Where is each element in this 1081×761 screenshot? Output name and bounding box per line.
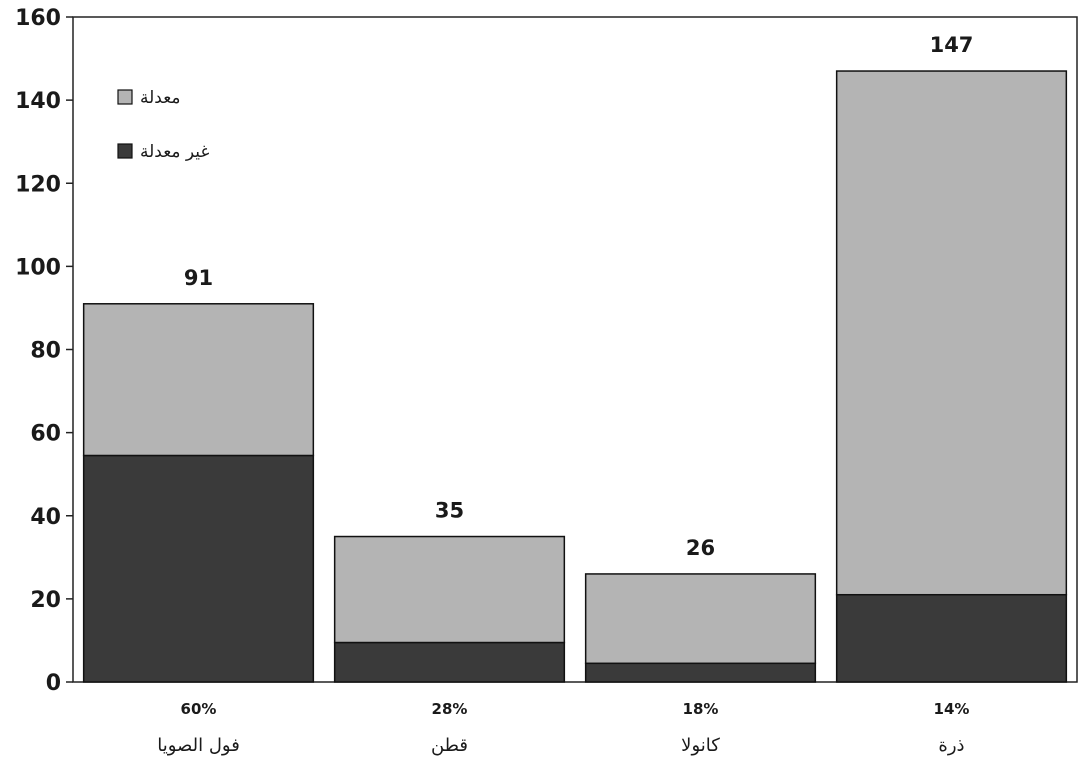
y-tick-label: 160 — [15, 6, 61, 31]
legend-swatch — [117, 143, 133, 159]
bar-unmodified-1 — [333, 641, 566, 683]
bar-modified-3 — [835, 70, 1068, 596]
y-tick-label: 20 — [30, 588, 61, 613]
bar-total-label: 26 — [686, 536, 715, 560]
legend-label: معدلة — [140, 88, 181, 108]
y-tick-label: 100 — [15, 255, 61, 280]
bar-unmodified-3 — [835, 593, 1068, 683]
bar-total-label: 35 — [435, 499, 464, 523]
y-tick-label: 140 — [15, 89, 61, 114]
category-label: كانولا — [681, 735, 720, 756]
category-labels: 60% فول الصويا 28% قطن 18% كانولا 14% ذرة — [157, 700, 969, 756]
bar-modified-0 — [82, 303, 315, 457]
y-tick-label: 60 — [30, 422, 61, 447]
legend-swatch — [117, 89, 133, 105]
category-label: قطن — [431, 735, 468, 756]
bar-modified-1 — [333, 535, 566, 644]
y-tick-label: 80 — [30, 339, 61, 364]
legend: معدلة غير معدلة — [117, 88, 209, 162]
legend-label: غير معدلة — [140, 142, 209, 162]
y-tick-label: 0 — [46, 671, 61, 696]
category-label: فول الصويا — [157, 735, 240, 756]
category-label: ذرة — [938, 735, 964, 756]
percent-label: 18% — [683, 700, 719, 718]
percent-label: 14% — [934, 700, 970, 718]
bar-modified-2 — [584, 573, 817, 665]
y-tick-label: 40 — [30, 505, 61, 530]
bar-unmodified-2 — [584, 662, 817, 683]
bar-total-label: 147 — [930, 33, 974, 57]
bar-unmodified-0 — [82, 454, 315, 683]
bar-total-label: 91 — [184, 266, 213, 290]
percent-label: 28% — [432, 700, 468, 718]
y-tick-label: 120 — [15, 172, 61, 197]
percent-label: 60% — [181, 700, 217, 718]
bars: 91 35 26 147 — [82, 33, 1068, 683]
y-axis-ticks: 0 20 40 60 80 100 120 140 160 — [15, 6, 73, 696]
